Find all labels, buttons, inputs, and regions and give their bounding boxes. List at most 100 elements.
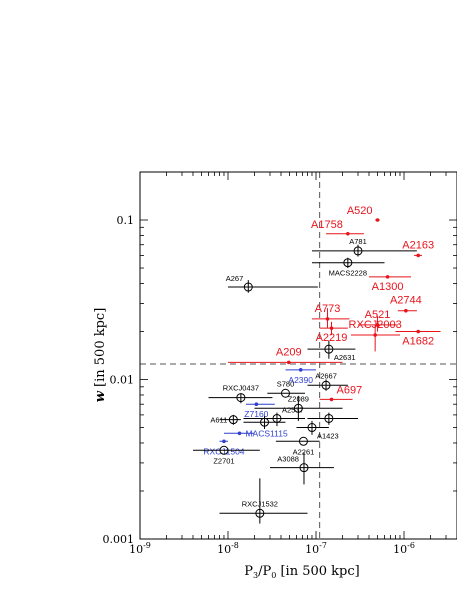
label-a521: A521 [365,309,391,321]
data-points: A520 A1758 A2163 A781 MACS2228 A1300 A267 A2744… [192,205,441,524]
label-a781: A781 [349,237,367,246]
cluster-a267: A267 [226,274,318,293]
y-axis-label: w [in 500 kpc] [93,308,108,403]
cluster-rxcj0437: RXCJ0437 [208,384,273,404]
label-macs2228: MACS2228 [329,269,367,278]
open-circle-marker [299,463,309,473]
label-a1682: A1682 [402,335,434,347]
label-a3088: A3088 [277,455,299,464]
reference-lines [140,172,457,539]
label-a1423: A1423 [317,432,339,441]
open-circle-marker [343,258,353,268]
filled-dot-marker [375,323,380,327]
cluster-a2631: A2631 [307,340,356,362]
x-axis-label: P3/P0 [in 500 kpc] [244,564,359,580]
label-z7160: Z7160 [244,409,268,419]
cluster-a209: A209 [228,346,343,365]
label-a697: A697 [337,384,363,396]
label-z2089: Z2089 [288,394,309,403]
label-a2667: A2667 [315,371,337,380]
label-a2219: A2219 [316,332,348,344]
label-a520: A520 [347,205,373,217]
cluster-s780: S780 [267,379,306,398]
filled-dot-marker [375,218,380,222]
label-z2701: Z2701 [213,456,234,465]
cluster-z2701: Z2701 [192,445,260,465]
open-circle-marker [321,380,331,390]
cluster-a1758: A1758 [311,219,364,236]
label-rxcj1532: RXCJ1532 [242,499,278,508]
filled-dot-marker [329,397,334,402]
open-circle-marker [324,413,334,423]
filled-dot-marker [404,308,408,313]
open-circle-marker [293,403,303,413]
filled-dot-marker [286,360,291,365]
y-tick-label: 0.1 [117,214,135,227]
filled-dot-marker [346,231,350,236]
cluster-macs2228: MACS2228 [311,257,385,278]
filled-dot-marker [329,326,334,330]
label-a611: A611 [210,416,227,425]
filled-dot-marker [373,333,377,337]
filled-dot-marker [222,439,226,444]
filled-dot-marker [325,317,330,321]
axis-ticks: 10-9 10-8 10-7 10-6 0.001 0.01 0.1 [103,171,457,556]
label-a2537: A2537 [282,405,304,414]
cluster-a1423: A1423 [296,420,339,441]
label-a2631: A2631 [334,353,356,362]
filled-dot-marker [254,402,259,407]
y-tick-label: 0.001 [103,533,135,546]
open-circle-marker [219,445,229,455]
open-circle-marker [255,508,265,518]
cluster-macs1115: MACS1115 [223,428,288,438]
label-a2261: A2261 [293,447,315,456]
cluster-a781: A781 [311,237,417,257]
cluster-a1300: A1300 [368,275,411,293]
cluster-rxcj2003: RXCJ2003 [349,319,402,352]
filled-dot-marker [416,329,421,334]
label-macs1115: MACS1115 [245,428,287,438]
open-circle-marker [307,423,317,433]
cluster-a2163: A2163 [402,239,434,258]
cluster-a3088: A3088 [269,452,334,485]
cluster-unlabeled [307,412,358,425]
cluster-unlabeled [243,416,286,429]
label-a2163: A2163 [402,239,434,251]
filled-dot-marker [385,275,390,279]
open-circle-marker [280,388,290,398]
label-a1300: A1300 [372,281,404,293]
label-s780: S780 [277,379,295,388]
cluster-a2744: A2744 [390,295,422,313]
cluster-z2089: Z2089 [254,394,343,421]
cluster-a697: A697 [319,384,363,402]
cluster-a2667: A2667 [307,371,348,391]
cluster-rxcj1504: RXCJ1504 [203,439,245,456]
filled-dot-marker [237,431,242,436]
cluster-rxcj1532: RXCJ1532 [219,478,308,524]
label-a267: A267 [226,274,244,283]
open-circle-marker [298,436,308,446]
label-a773: A773 [315,303,341,315]
open-circle-marker [243,282,253,292]
label-rxcj1504: RXCJ1504 [203,446,244,456]
open-circle-marker [236,393,246,403]
filled-dot-marker [298,368,303,372]
cluster-a521: A521 [357,309,398,332]
label-a1758: A1758 [311,219,343,231]
open-circle-marker [260,417,270,427]
cluster-a2261: A2261 [275,436,320,456]
x-tick-label: 10-7 [305,541,327,556]
open-circle-marker [228,415,238,425]
x-tick-label: 10-8 [217,541,239,556]
x-tick-label: 10-9 [129,541,151,556]
x-tick-label: 10-6 [393,541,415,556]
open-circle-marker [353,246,363,256]
y-tick-label: 0.01 [110,374,135,387]
label-a209: A209 [276,346,302,358]
cluster-a1682: A1682 [395,329,441,347]
cluster-a2219: A2219 [316,321,348,344]
cluster-a611: A611 [210,414,241,425]
label-rxcj2003: RXCJ2003 [349,319,402,331]
cluster-a520: A520 [347,205,380,222]
